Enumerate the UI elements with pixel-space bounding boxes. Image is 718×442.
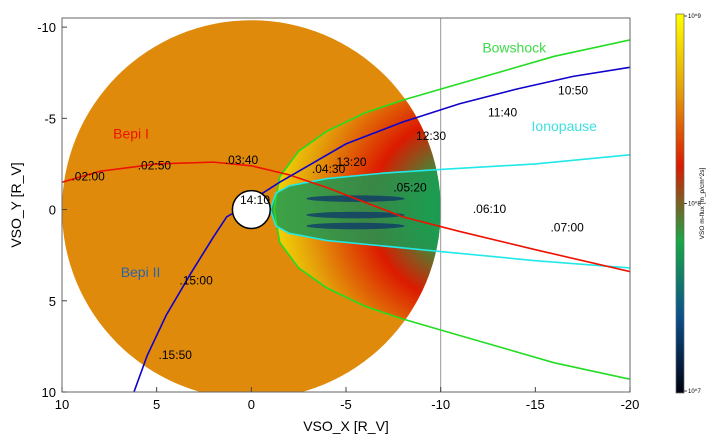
time-annotation: .05:20 [393, 180, 427, 194]
bepi-i-trajectory-line [62, 161, 630, 273]
legend-label: Bepi I [113, 125, 149, 141]
ionopause-upper-line [269, 154, 630, 210]
tail-streak-3 [306, 222, 405, 230]
time-annotation: .07:50 [641, 237, 675, 251]
legend-label: Ionopause [532, 118, 598, 134]
ionotail-region [270, 154, 441, 268]
time-annotations: .02:00 .02:50 .03:40 .04:30 .05:20 .06:10 .07:… [71, 64, 675, 363]
tail-streak-2 [306, 211, 405, 219]
y-tick-label: -5 [44, 111, 56, 126]
x-tick-label: -10 [431, 397, 450, 412]
bepi-ii-trajectory-line [133, 66, 630, 392]
planet-venus [231, 189, 272, 230]
magnetosheath-region [274, 39, 441, 380]
colorbar-tick-label: 10^9 [688, 14, 701, 20]
time-annotation: .07:00 [550, 220, 584, 234]
time-annotation: 11:40 [488, 106, 517, 120]
legend: Bowshock Ionopause Bepi I Bepi II [113, 40, 597, 280]
time-annotation: .04:30 [312, 162, 346, 176]
x-tick-label: 0 [248, 397, 255, 412]
y-tick-label: 5 [49, 294, 56, 309]
bowshock-upper-line [273, 39, 630, 210]
time-annotation: 14:10 [240, 193, 270, 207]
time-annotation: .15:00 [179, 273, 213, 287]
colorbar-gradient-bar [675, 13, 685, 394]
series-lines [62, 39, 630, 392]
y-tick-label: -10 [37, 20, 56, 35]
colorbar-tick-label: 10^7 [688, 389, 701, 395]
time-annotation: .02:00 [71, 169, 105, 183]
x-tick-label: 10 [55, 397, 69, 412]
y-axis-label: VSO_Y [R_V] [8, 162, 24, 247]
colorbar-tick-label: 10^8 [688, 202, 701, 208]
x-tick-label: 5 [153, 397, 160, 412]
plot-area: .02:00 .02:50 .03:40 .04:30 .05:20 .06:10 .07:… [62, 18, 675, 392]
x-axis-ticks: 10 5 0 -5 -10 -15 -20 [55, 387, 640, 412]
time-annotation: .03:40 [225, 153, 259, 167]
x-tick-label: -15 [526, 397, 545, 412]
legend-label: Bowshock [482, 40, 547, 56]
time-annotation: 13:20 [337, 155, 367, 169]
y-axis-ticks: -10 -5 0 5 10 [37, 20, 67, 400]
colorbar: 10^9 10^8 10^7 VSO m-flux [m_p/cm^2s] [675, 13, 706, 395]
legend-label: Bepi II [121, 264, 161, 280]
time-annotation: .15:50 [159, 348, 193, 362]
time-annotation: .06:10 [473, 202, 507, 216]
time-annotation: .10:00 [639, 64, 673, 78]
time-annotation: .02:50 [138, 158, 172, 172]
x-tick-label: -5 [340, 397, 352, 412]
x-tick-label: -20 [621, 397, 640, 412]
x-axis-label: VSO_X [R_V] [303, 418, 389, 434]
colorbar-ticks: 10^9 10^8 10^7 [684, 14, 701, 395]
ionopause-lower-line [269, 209, 630, 269]
time-annotation: 12:30 [416, 129, 446, 143]
time-annotation: 10:50 [558, 84, 588, 98]
y-tick-label: 0 [49, 203, 56, 218]
bowshock-lower-line [273, 209, 630, 381]
colorbar-label: VSO m-flux [m_p/cm^2s] [699, 167, 706, 239]
y-tick-label: 10 [42, 385, 56, 400]
